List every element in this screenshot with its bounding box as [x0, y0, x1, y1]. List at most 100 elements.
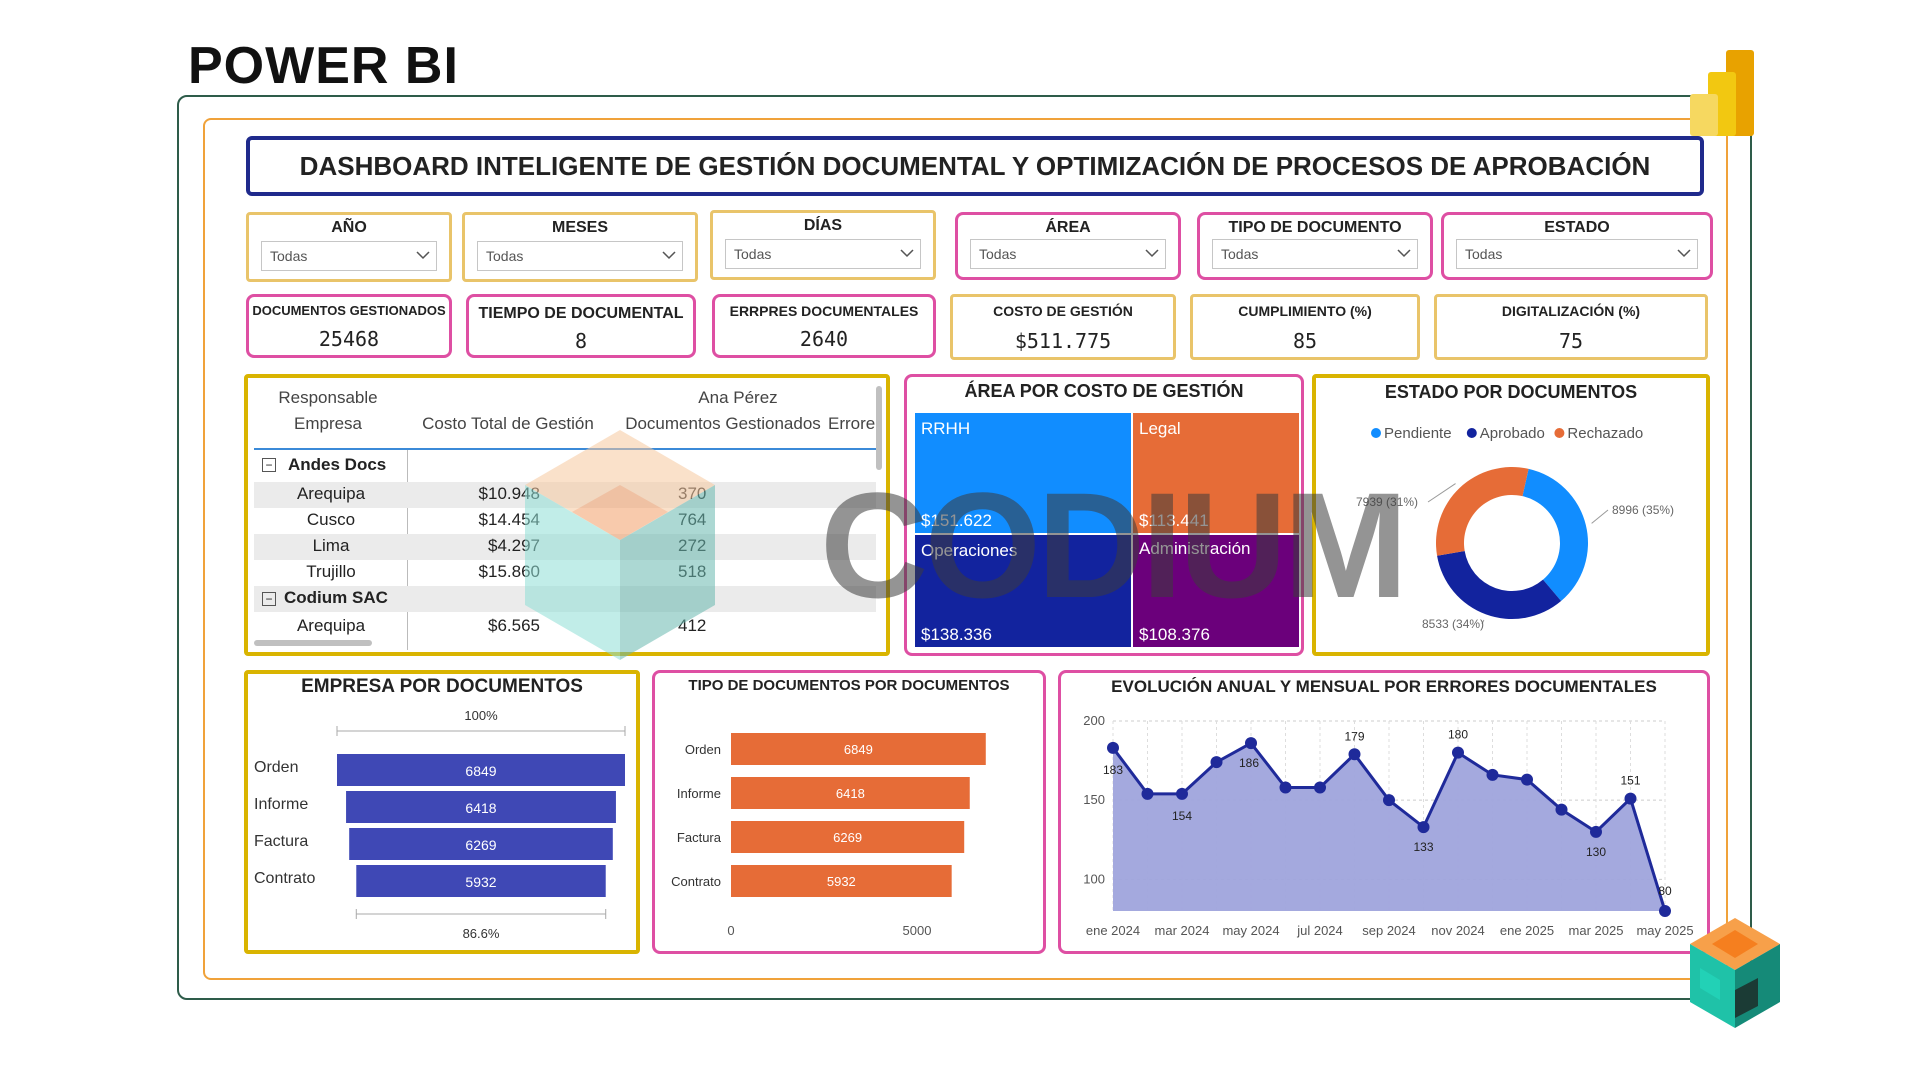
y-tick-label: 150	[1083, 792, 1105, 807]
treemap-tile-label: RRHH	[921, 419, 971, 438]
filter-year-label: AÑO	[331, 219, 367, 236]
filter-document-type[interactable]: TIPO DE DOCUMENTO Todas	[1197, 212, 1433, 280]
matrix-row-city: Arequipa	[296, 616, 366, 635]
data-point	[1624, 792, 1637, 805]
matrix-row-city: Cusco	[306, 510, 356, 529]
donut-panel: ESTADO POR DOCUMENTOS Pendiente Aprobado R…	[1312, 374, 1710, 656]
treemap-tile-operaciones[interactable]: Operaciones $138.336	[915, 535, 1131, 647]
legend-marker	[1554, 428, 1565, 438]
filter-area-label: ÁREA	[1045, 219, 1091, 236]
data-point	[1383, 794, 1395, 807]
filter-document-type-select[interactable]: Todas	[1212, 239, 1418, 269]
filter-document-type-value: Todas	[1221, 246, 1259, 262]
data-point	[1279, 781, 1292, 794]
matrix-row-header-company: Empresa	[293, 414, 363, 433]
x-tick-label: sep 2024	[1362, 923, 1416, 938]
kpi-value: 85	[1292, 329, 1318, 353]
collapse-icon[interactable]: −	[262, 458, 276, 472]
filter-year-select[interactable]: Todas	[261, 241, 437, 271]
kpi-document-errors: ERRPRES DOCUMENTALES 2640	[712, 294, 936, 358]
treemap-tile-value: $113.441	[1139, 511, 1209, 530]
filter-status-value: Todas	[1465, 246, 1503, 262]
matrix-cell-cost: $10.948	[478, 484, 540, 503]
funnel-category-label: Contrato	[254, 870, 315, 887]
company-docs-panel: EMPRESA POR DOCUMENTOS 100% 6849 Orden 6418…	[244, 670, 640, 954]
data-point	[1210, 756, 1223, 769]
bar-category-label: Orden	[685, 742, 721, 757]
chevron-down-icon	[662, 251, 676, 260]
filter-days-select[interactable]: Todas	[725, 239, 921, 269]
point-label: 179	[1344, 729, 1364, 743]
treemap-tile-administracion[interactable]: Administración $108.376	[1133, 535, 1299, 647]
bar-factura	[731, 821, 965, 853]
treemap-title: ÁREA POR COSTO DE GESTIÓN	[964, 381, 1244, 401]
filter-months[interactable]: MESES Todas	[462, 212, 698, 282]
data-point	[1141, 787, 1154, 800]
dashboard-title: DASHBOARD INTELIGENTE DE GESTIÓN DOCUMEN…	[246, 136, 1704, 196]
filter-days[interactable]: DÍAS Todas	[710, 210, 936, 280]
vertical-scrollbar[interactable]	[876, 386, 882, 470]
horizontal-scrollbar[interactable]	[254, 640, 372, 646]
bar-value-label: 6849	[844, 742, 873, 757]
filter-area[interactable]: ÁREA Todas	[955, 212, 1181, 280]
point-label: 154	[1172, 809, 1192, 823]
x-tick-label: 0	[727, 923, 734, 938]
kpi-label: DIGITALIZACIÓN (%)	[1501, 303, 1641, 319]
kpi-label: COSTO DE GESTIÓN	[993, 303, 1133, 319]
chevron-down-icon	[900, 249, 914, 258]
treemap-tile-value: $108.376	[1139, 625, 1210, 644]
kpi-value: 2640	[799, 327, 849, 351]
funnel-top-label: 100%	[464, 708, 498, 723]
data-point	[1176, 787, 1188, 800]
x-tick-label: may 2024	[1222, 923, 1279, 938]
kpi-value: 75	[1558, 329, 1584, 353]
filter-area-select[interactable]: Todas	[970, 239, 1166, 269]
donut-data-label: 8533 (34%)	[1422, 617, 1484, 631]
errors-trend-title: EVOLUCIÓN ANUAL Y MENSUAL POR ERRORES DO…	[1111, 677, 1657, 696]
inner-frame	[203, 118, 1728, 980]
data-point	[1348, 748, 1361, 761]
filter-days-label: DÍAS	[803, 217, 843, 234]
matrix-row-header-responsible: Responsable	[278, 388, 378, 407]
filter-status-select[interactable]: Todas	[1456, 239, 1698, 269]
bar-contrato	[731, 865, 952, 897]
matrix-group-name: Andes Docs	[288, 455, 387, 474]
bar-value-label: 6418	[836, 786, 865, 801]
treemap-panel: ÁREA POR COSTO DE GESTIÓN RRHH $151.622 …	[904, 374, 1304, 656]
data-point	[1659, 905, 1671, 917]
filter-year[interactable]: AÑO Todas	[246, 212, 452, 282]
treemap-tile-legal[interactable]: Legal $113.441	[1133, 413, 1299, 533]
matrix-cell-docs: 412	[678, 616, 707, 635]
bar-category-label: Informe	[677, 786, 721, 801]
collapse-icon[interactable]: −	[262, 592, 276, 606]
doc-type-panel: TIPO DE DOCUMENTOS POR DOCUMENTOS 6849 Or…	[652, 670, 1046, 954]
data-point	[1452, 746, 1464, 759]
errors-trend-panel: EVOLUCIÓN ANUAL Y MENSUAL POR ERRORES DO…	[1058, 670, 1710, 954]
bar-informe	[731, 777, 970, 809]
matrix-column-group: Ana Pérez	[698, 388, 778, 407]
matrix-cell-docs: 272	[678, 536, 707, 555]
kpi-label: DOCUMENTOS GESTIONADOS	[252, 303, 446, 318]
matrix-col-docs: Documentos Gestionados	[625, 414, 821, 433]
filter-status[interactable]: ESTADO Todas	[1441, 212, 1713, 280]
doc-type-chart: 6849 Orden 6418 Informe 6269 Factura 5932 Contr…	[671, 733, 986, 938]
kpi-compliance: CUMPLIMIENTO (%) 85	[1190, 294, 1420, 360]
funnel-category-label: Factura	[254, 833, 308, 850]
errors-trend-chart: 200 150 100 183 154 186 179 133 180 130 151 80 ene 2…	[1083, 713, 1693, 938]
filter-months-label: MESES	[551, 219, 608, 236]
treemap-tile-value: $151.622	[921, 511, 992, 530]
treemap-tile-rrhh[interactable]: RRHH $151.622	[915, 413, 1131, 533]
company-docs-title: EMPRESA POR DOCUMENTOS	[301, 676, 583, 697]
filter-months-select[interactable]: Todas	[477, 241, 683, 271]
outer-frame	[177, 95, 1752, 1000]
point-label: 133	[1413, 840, 1433, 854]
kpi-digitalization: DIGITALIZACIÓN (%) 75	[1434, 294, 1708, 360]
chevron-down-icon	[1677, 249, 1691, 258]
matrix-row-city: Arequipa	[296, 484, 366, 503]
legend-label: Rechazado	[1567, 425, 1643, 442]
point-label: 80	[1658, 884, 1672, 898]
matrix-col-errors: Errore	[828, 414, 876, 433]
company-docs-chart: 100% 6849 Orden 6418 Informe 6269 Factura 5932 C…	[254, 708, 626, 941]
filter-year-value: Todas	[270, 248, 308, 264]
matrix-cell-docs: 518	[678, 562, 707, 581]
